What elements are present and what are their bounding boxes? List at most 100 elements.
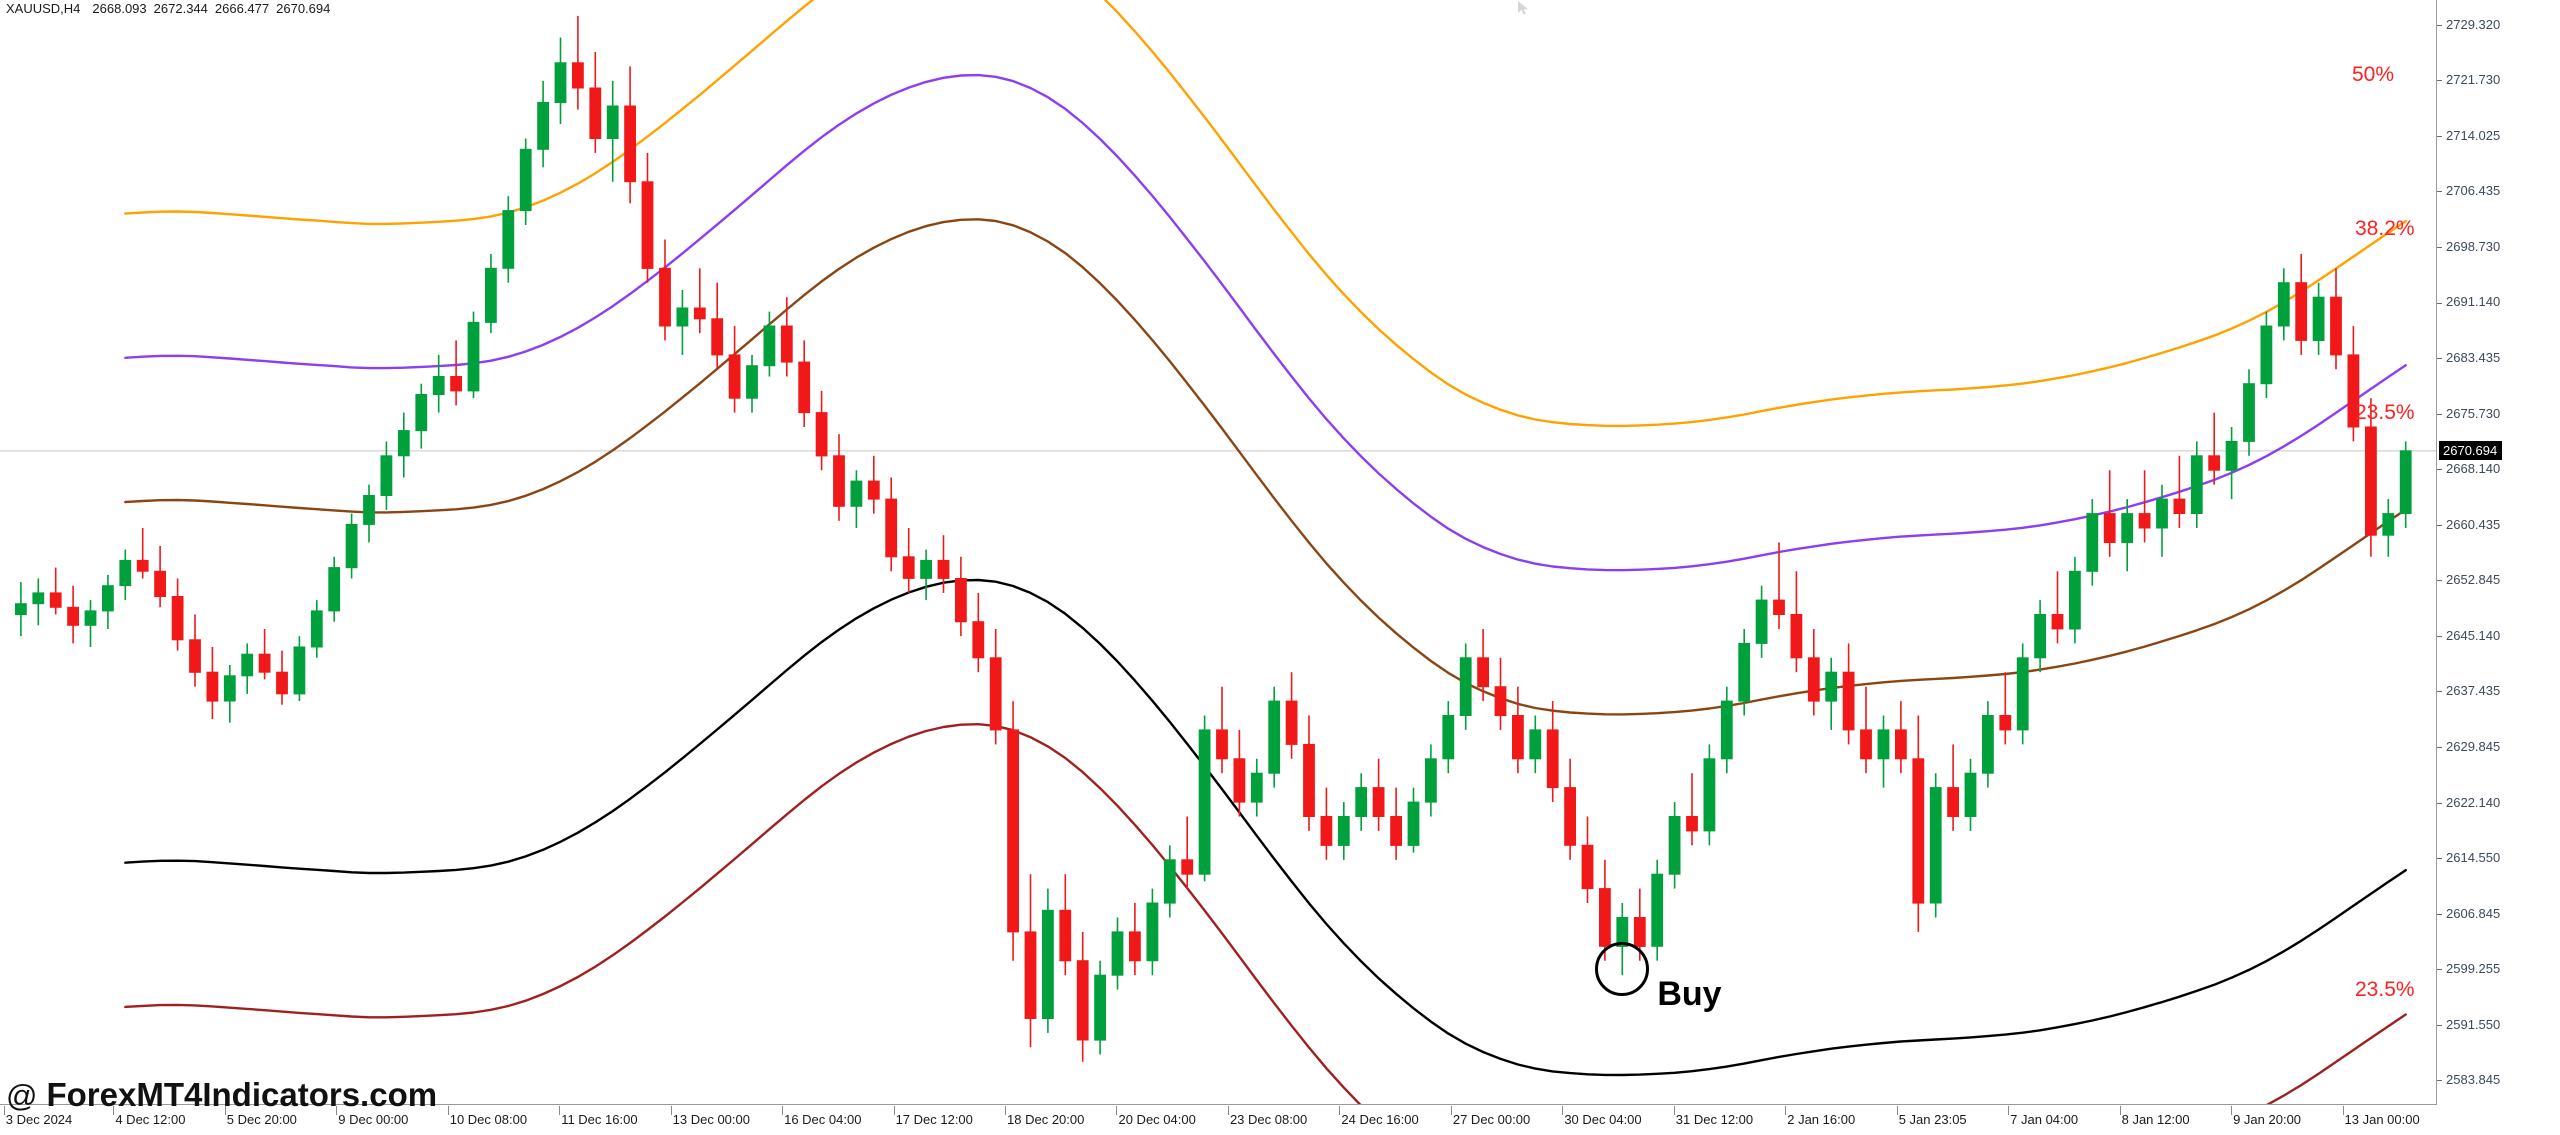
- price-tick-label: 2637.435: [2446, 683, 2501, 699]
- price-tick-dash: [2437, 1024, 2442, 1026]
- fib-level-label: 23.5%: [2355, 978, 2415, 1001]
- price-tick-label: 2729.320: [2446, 16, 2501, 32]
- price-tick: 2599.255: [2437, 961, 2500, 977]
- time-tick-mark: [893, 1106, 895, 1115]
- chart-canvas: [0, 0, 2436, 1104]
- time-tick-label: 11 Dec 16:00: [561, 1112, 638, 1127]
- time-tick-mark: [1673, 1106, 1675, 1115]
- time-tick-mark: [447, 1106, 449, 1115]
- time-tick-mark: [1896, 1106, 1898, 1115]
- price-tick-label: 2622.140: [2446, 794, 2501, 810]
- price-tick: 2652.845: [2437, 572, 2500, 588]
- symbol-timeframe-label: XAUUSD,H4: [6, 1, 81, 16]
- price-tick-dash: [2437, 1080, 2442, 1082]
- price-tick: 2606.845: [2437, 906, 2500, 922]
- time-tick-label: 10 Dec 08:00: [449, 1112, 528, 1127]
- time-tick-label: 3 Dec 2024: [5, 1112, 73, 1127]
- time-tick-label: 8 Jan 12:00: [2121, 1112, 2190, 1127]
- price-tick-label: 2599.255: [2446, 961, 2501, 977]
- price-tick-dash: [2437, 413, 2442, 415]
- price-tick-dash: [2437, 969, 2442, 971]
- price-tick: 2675.730: [2437, 406, 2500, 422]
- time-tick-mark: [1227, 1106, 1229, 1115]
- price-tick-label: 2721.730: [2446, 72, 2501, 88]
- fib-band-4: [124, 723, 2407, 1104]
- price-tick-dash: [2437, 302, 2442, 304]
- time-tick-label: 9 Dec 00:00: [338, 1112, 409, 1127]
- price-tick-label: 2683.435: [2446, 350, 2501, 366]
- time-tick-mark: [1785, 1106, 1787, 1115]
- price-tick: 2721.730: [2437, 72, 2500, 88]
- price-tick-label: 2660.435: [2446, 516, 2501, 532]
- price-tick-dash: [2437, 913, 2442, 915]
- time-tick-mark: [782, 1106, 784, 1115]
- price-tick-dash: [2437, 358, 2442, 360]
- fib-band-1: [124, 73, 2407, 572]
- time-tick-label: 2 Jan 16:00: [1787, 1112, 1856, 1127]
- price-tick: 2645.140: [2437, 628, 2500, 644]
- time-tick-label: 13 Jan 00:00: [2344, 1112, 2420, 1127]
- fib-level-label: 50%: [2352, 63, 2395, 86]
- time-tick-label: 18 Dec 20:00: [1007, 1112, 1085, 1127]
- at-symbol-icon: @: [6, 1078, 38, 1113]
- price-tick-dash: [2437, 635, 2442, 637]
- price-tick: 2583.845: [2437, 1072, 2500, 1088]
- time-tick-mark: [224, 1106, 226, 1115]
- time-tick-label: 30 Dec 04:00: [1564, 1112, 1642, 1127]
- time-tick-mark: [1005, 1106, 1007, 1115]
- current-price-badge: 2670.694: [2439, 440, 2503, 460]
- time-tick-label: 5 Jan 23:05: [1898, 1112, 1967, 1127]
- fib-band-3: [124, 578, 2407, 1077]
- price-tick-label: 2668.140: [2446, 461, 2501, 477]
- price-tick-label: 2698.730: [2446, 238, 2501, 254]
- price-tick-dash: [2437, 691, 2442, 693]
- price-tick-label: 2714.025: [2446, 127, 2501, 143]
- time-tick-mark: [1562, 1106, 1564, 1115]
- time-tick-mark: [2119, 1106, 2121, 1115]
- price-tick-label: 2591.550: [2446, 1016, 2501, 1032]
- price-tick-dash: [2437, 135, 2442, 137]
- price-tick: 2691.140: [2437, 294, 2500, 310]
- price-tick: 2683.435: [2437, 350, 2500, 366]
- price-tick-label: 2629.845: [2446, 738, 2501, 754]
- time-tick-label: 4 Dec 12:00: [115, 1112, 186, 1127]
- time-tick-mark: [2231, 1106, 2233, 1115]
- time-tick-label: 17 Dec 12:00: [895, 1112, 973, 1127]
- time-tick-label: 9 Jan 20:00: [2233, 1112, 2302, 1127]
- price-tick: 2629.845: [2437, 739, 2500, 755]
- time-tick-label: 27 Dec 00:00: [1452, 1112, 1531, 1127]
- candlestick-series: [15, 15, 2412, 1062]
- price-tick: 2622.140: [2437, 795, 2500, 811]
- price-tick-label: 2614.550: [2446, 850, 2501, 866]
- time-tick-label: 5 Dec 20:00: [226, 1112, 297, 1127]
- ohlc-open: 2668.093: [92, 1, 147, 16]
- ohlc-high: 2672.344: [153, 1, 208, 16]
- chart-plot-area[interactable]: Buy: [0, 0, 2437, 1105]
- time-axis[interactable]: 3 Dec 2024 4 Dec 12:00 5 Dec 20:00 9 Dec 00…: [0, 1106, 2437, 1135]
- price-tick-dash: [2437, 191, 2442, 193]
- price-tick: 2591.550: [2437, 1017, 2500, 1033]
- cursor-artifact-icon: [1518, 1, 1528, 15]
- price-tick-dash: [2437, 747, 2442, 749]
- price-tick-dash: [2437, 580, 2442, 582]
- fib-band-0: [124, 0, 2407, 428]
- buy-signal-circle: [1595, 942, 1650, 997]
- fib-level-label: 23.5%: [2355, 401, 2415, 424]
- buy-signal-label: Buy: [1657, 975, 1722, 1014]
- price-tick: 2668.140: [2437, 461, 2500, 477]
- time-tick-label: 13 Dec 00:00: [672, 1112, 750, 1127]
- time-tick-label: 24 Dec 16:00: [1341, 1112, 1419, 1127]
- price-tick-dash: [2437, 524, 2442, 526]
- time-tick-mark: [1339, 1106, 1341, 1115]
- time-tick-label: 23 Dec 08:00: [1229, 1112, 1308, 1127]
- price-tick-label: 2706.435: [2446, 183, 2501, 199]
- price-tick-dash: [2437, 802, 2442, 804]
- price-axis[interactable]: 2729.320 2721.730 2714.025 2706.435 2698.730…: [2437, 0, 2560, 1105]
- time-tick-mark: [113, 1106, 115, 1115]
- time-tick-label: 31 Dec 12:00: [1675, 1112, 1754, 1127]
- price-tick: 2706.435: [2437, 183, 2500, 199]
- price-tick-dash: [2437, 858, 2442, 860]
- price-tick-label: 2652.845: [2446, 572, 2501, 588]
- price-tick-label: 2675.730: [2446, 405, 2501, 421]
